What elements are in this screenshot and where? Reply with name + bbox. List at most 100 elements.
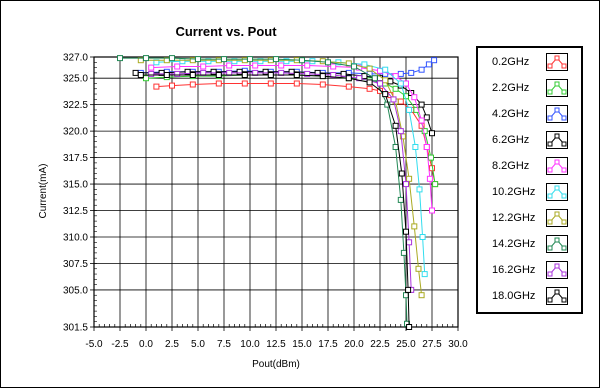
data-point [319, 81, 326, 88]
data-point [351, 63, 357, 70]
legend-swatch-marker [547, 271, 553, 277]
data-point [418, 292, 425, 299]
y-tick-label: 317.5 [63, 153, 88, 164]
chart-title: Current vs. Pout [175, 24, 277, 39]
legend-swatch-marker [547, 219, 553, 225]
legend-swatch-marker [554, 133, 560, 139]
data-point [236, 68, 243, 75]
data-point [421, 128, 428, 135]
legend-swatch [546, 287, 568, 305]
data-point [423, 114, 430, 121]
data-point [406, 324, 413, 330]
data-point [241, 72, 248, 78]
data-point [382, 91, 389, 98]
data-point [252, 62, 259, 69]
data-point [406, 175, 413, 182]
data-point [387, 78, 394, 85]
legend-swatch-marker [554, 263, 560, 269]
legend-swatch-marker [554, 55, 560, 61]
x-tick-label: -2.5 [111, 339, 129, 350]
legend-label: 18.0GHz [492, 290, 536, 302]
data-point [267, 57, 274, 64]
x-axis-label: Pout(dBm) [252, 359, 300, 370]
data-point [267, 80, 274, 87]
legend-swatch-icon [547, 159, 567, 173]
data-point [406, 106, 413, 113]
data-point [361, 73, 368, 80]
data-point [143, 55, 149, 62]
x-tick-label: 2.5 [165, 339, 179, 350]
data-point [408, 69, 415, 76]
legend-item: 2.2GHz [478, 77, 581, 102]
data-point [330, 72, 337, 78]
data-point [432, 181, 439, 188]
legend-swatch-marker [554, 185, 560, 191]
data-point [403, 228, 409, 235]
legend-swatch-icon [547, 55, 567, 69]
data-point [153, 83, 160, 90]
legend-label: 6.2GHz [492, 134, 530, 146]
legend-swatch-marker [547, 89, 553, 95]
data-point [428, 154, 434, 161]
legend-swatch [546, 235, 568, 253]
data-point [418, 66, 425, 73]
data-point [278, 62, 285, 69]
legend-item: 14.2GHz [478, 233, 581, 258]
legend-label: 0.2GHz [492, 56, 530, 68]
legend-swatch-marker [561, 271, 567, 277]
legend-item: 6.2GHz [478, 129, 581, 154]
data-point [325, 59, 331, 66]
legend-label: 4.2GHz [492, 108, 530, 120]
data-point [392, 144, 399, 150]
legend-swatch-icon [547, 185, 567, 199]
data-point [416, 186, 423, 193]
legend-swatch-marker [547, 167, 553, 173]
data-point [400, 249, 407, 256]
data-point [411, 223, 418, 230]
legend-item: 8.2GHz [478, 155, 581, 180]
data-point [241, 80, 248, 87]
data-point [397, 128, 404, 135]
legend-label: 8.2GHz [492, 160, 530, 172]
data-point [262, 68, 269, 75]
data-point [273, 56, 279, 63]
data-point [304, 62, 311, 69]
legend-swatch-icon [547, 107, 567, 121]
data-point [411, 94, 418, 101]
data-point [137, 72, 144, 78]
data-point [330, 63, 337, 70]
x-tick-label: 17.5 [318, 339, 338, 350]
data-point [397, 80, 404, 87]
legend-label: 14.2GHz [492, 238, 536, 250]
data-point [215, 72, 222, 78]
data-point [398, 170, 405, 177]
data-point [189, 81, 196, 88]
data-point [419, 234, 426, 240]
series-18-0ghz [137, 72, 413, 330]
legend-swatch-marker [554, 107, 560, 113]
data-point [221, 56, 227, 63]
data-point [163, 72, 170, 78]
data-point [361, 61, 368, 68]
data-point [426, 175, 433, 182]
data-point [397, 70, 404, 77]
y-tick-label: 310.0 [63, 233, 88, 244]
legend-item: 10.2GHz [478, 181, 581, 206]
legend-item: 16.2GHz [478, 259, 581, 284]
data-point [174, 63, 181, 70]
data-point [288, 68, 295, 75]
data-point [195, 56, 201, 63]
data-point [117, 55, 123, 62]
data-point [215, 57, 222, 64]
data-point [179, 58, 186, 65]
data-point [382, 66, 389, 73]
data-point [371, 75, 378, 82]
data-point [421, 271, 428, 278]
x-tick-label: 5.0 [191, 339, 205, 350]
x-tick-label: 22.5 [370, 339, 390, 350]
data-point [377, 80, 383, 87]
x-tick-label: 15.0 [292, 339, 312, 350]
legend-swatch [546, 53, 568, 71]
data-point [366, 65, 373, 72]
x-tick-label: 27.5 [422, 339, 442, 350]
